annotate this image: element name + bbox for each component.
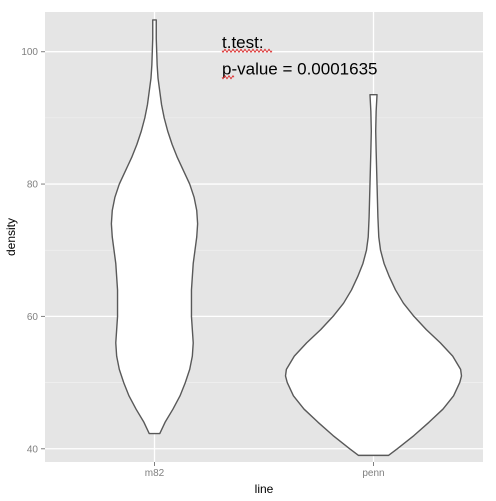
spellcheck-underline (221, 48, 273, 54)
annotation-text: p-value = 0.0001635 (222, 59, 378, 78)
violin-m82 (110, 19, 199, 435)
violins (110, 19, 463, 457)
y-tick-label: 80 (27, 180, 39, 191)
y-tick-label: 40 (27, 444, 39, 455)
x-axis-title: line (255, 482, 274, 496)
annotations: t.test: p-value = 0.0001635 (221, 33, 378, 80)
x-tick-label: penn (362, 468, 384, 479)
spellcheck-underline (221, 75, 235, 80)
x-tick-label: m82 (145, 468, 165, 479)
y-axis-title: density (4, 218, 18, 256)
y-tick-label: 100 (21, 47, 38, 58)
violin-penn (284, 94, 463, 457)
x-axis: m82 penn (145, 462, 385, 479)
y-axis: 40 60 80 100 (21, 47, 45, 455)
y-tick-label: 60 (27, 312, 39, 323)
annotation-text: t.test: (222, 33, 264, 52)
